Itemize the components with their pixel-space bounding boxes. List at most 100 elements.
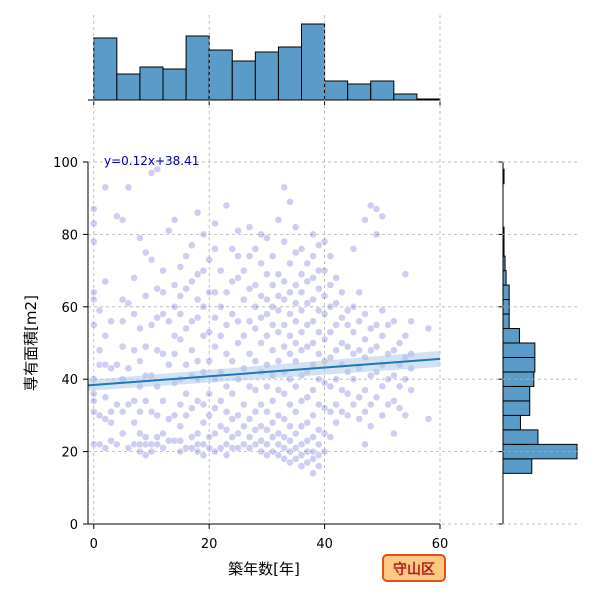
data-point bbox=[130, 310, 138, 318]
data-point bbox=[107, 364, 115, 373]
data-point bbox=[136, 429, 144, 438]
x-tick-label: 20 bbox=[201, 537, 218, 552]
data-point bbox=[372, 321, 381, 329]
data-point bbox=[280, 277, 288, 286]
data-point bbox=[101, 444, 110, 452]
data-point bbox=[309, 230, 317, 239]
regression-equation: y=0.12x+38.41 bbox=[104, 154, 199, 168]
data-point bbox=[147, 440, 156, 449]
data-point bbox=[199, 332, 208, 340]
data-point bbox=[170, 436, 179, 445]
data-point bbox=[199, 230, 208, 239]
data-point bbox=[141, 248, 150, 257]
data-point bbox=[280, 455, 288, 463]
x-hist-bar bbox=[347, 83, 372, 101]
y-hist-bar bbox=[502, 429, 539, 445]
data-point bbox=[286, 310, 294, 318]
data-point bbox=[286, 447, 294, 456]
y-tick-label: 80 bbox=[61, 228, 78, 243]
data-point bbox=[113, 440, 121, 449]
data-point bbox=[101, 393, 110, 402]
data-point bbox=[176, 422, 185, 431]
data-point bbox=[297, 397, 306, 405]
data-point bbox=[291, 248, 300, 257]
data-point bbox=[95, 360, 104, 369]
data-point bbox=[222, 440, 231, 449]
data-point bbox=[424, 324, 433, 333]
y-hist-bar bbox=[502, 385, 531, 402]
data-point bbox=[257, 436, 265, 445]
data-point bbox=[286, 332, 294, 340]
data-point bbox=[355, 288, 363, 297]
data-point bbox=[297, 462, 306, 470]
x-marginal-histogram bbox=[88, 23, 441, 105]
data-point bbox=[268, 281, 277, 289]
data-point bbox=[251, 281, 260, 289]
data-point bbox=[263, 451, 271, 459]
data-point bbox=[297, 245, 306, 253]
data-point bbox=[95, 306, 104, 315]
data-point bbox=[118, 342, 127, 351]
data-point bbox=[159, 310, 167, 318]
data-point bbox=[234, 274, 242, 282]
data-point bbox=[193, 295, 202, 304]
data-point bbox=[343, 389, 352, 398]
data-point bbox=[153, 433, 161, 441]
data-point bbox=[315, 375, 323, 383]
data-point bbox=[338, 386, 346, 394]
data-point bbox=[113, 212, 121, 221]
data-point bbox=[147, 255, 156, 264]
data-point bbox=[349, 350, 358, 358]
data-point bbox=[107, 418, 115, 427]
data-point bbox=[234, 411, 242, 420]
data-point bbox=[90, 321, 98, 329]
data-point bbox=[211, 313, 219, 322]
data-point bbox=[170, 281, 179, 289]
data-point bbox=[343, 306, 352, 315]
data-point bbox=[343, 342, 352, 351]
data-point bbox=[188, 277, 196, 286]
data-point bbox=[228, 415, 237, 423]
y-axis-label: 専有面積[m2] bbox=[22, 295, 40, 391]
data-point bbox=[159, 397, 167, 405]
data-point bbox=[130, 274, 138, 282]
data-point bbox=[395, 404, 404, 412]
data-point bbox=[257, 230, 265, 239]
y-hist-bar bbox=[502, 328, 520, 344]
data-point bbox=[234, 227, 242, 235]
data-point bbox=[401, 411, 410, 420]
data-point bbox=[303, 259, 312, 268]
data-point bbox=[268, 321, 277, 329]
data-point bbox=[378, 411, 387, 420]
data-point bbox=[257, 292, 265, 300]
data-point bbox=[286, 400, 294, 409]
data-point bbox=[367, 346, 375, 354]
data-point bbox=[361, 310, 369, 318]
data-point bbox=[401, 375, 410, 383]
data-point bbox=[320, 404, 329, 412]
y-tick-label: 100 bbox=[53, 156, 78, 171]
data-point bbox=[372, 205, 381, 213]
data-point bbox=[320, 310, 329, 318]
data-point bbox=[222, 426, 231, 434]
data-point bbox=[136, 440, 144, 449]
data-point bbox=[297, 306, 306, 315]
data-point bbox=[182, 389, 190, 398]
data-point bbox=[176, 400, 185, 409]
data-point bbox=[297, 270, 306, 278]
x-axis-label: 築年数[年] bbox=[228, 560, 300, 578]
data-point bbox=[291, 281, 300, 289]
data-point bbox=[297, 422, 306, 431]
data-point bbox=[101, 183, 110, 192]
data-point bbox=[332, 400, 340, 409]
data-point bbox=[130, 418, 138, 427]
data-point bbox=[234, 339, 242, 347]
data-point bbox=[113, 400, 121, 409]
data-point bbox=[274, 270, 283, 278]
data-point bbox=[315, 350, 323, 358]
data-point bbox=[118, 408, 127, 416]
data-point bbox=[280, 237, 288, 246]
data-point bbox=[372, 230, 381, 239]
data-point bbox=[205, 255, 213, 264]
data-point bbox=[332, 346, 340, 354]
